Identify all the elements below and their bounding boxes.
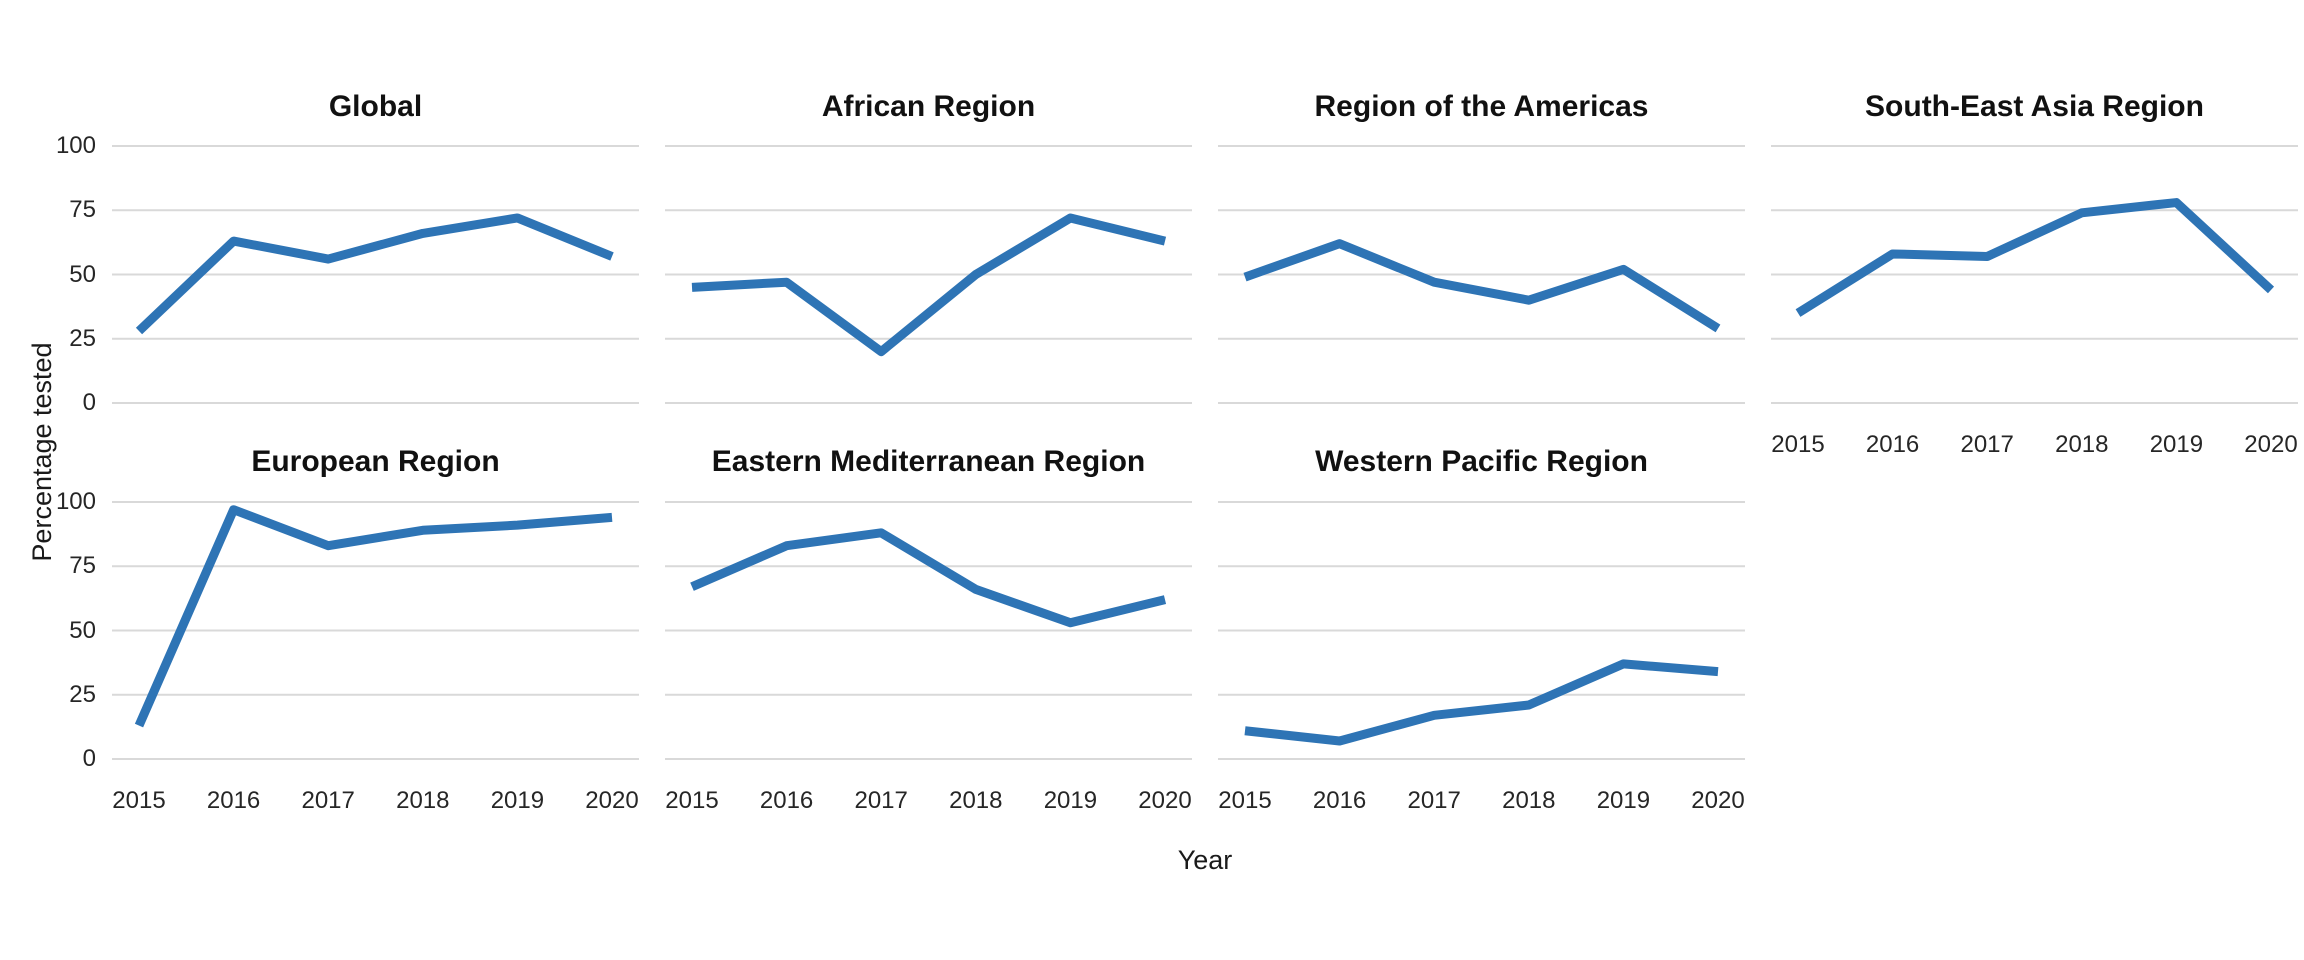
trend-line [135,213,614,335]
gridlines [112,501,639,760]
x-tick-label: 2016 [206,787,261,814]
x-tick-label: 2017 [1407,787,1461,814]
x-tick-label: 2019 [1596,787,1651,814]
x-tick-label: 2018 [949,787,1003,814]
y-tick-label: 50 [69,616,96,644]
x-tick-label: 2017 [854,787,908,814]
gridlines [112,145,639,404]
trend-line [1795,198,2275,317]
x-tick-label: 2019 [490,787,545,814]
gridlines [1218,145,1745,404]
facet-plot [112,145,639,404]
x-tick-label: 2015 [1218,787,1272,814]
trend-line [134,505,613,728]
x-tick-label: 2020 [2244,431,2298,458]
facet-title: Eastern Mediterranean Region [711,445,1146,478]
trend-line [691,213,1167,357]
facet-plot [1771,145,2298,404]
x-tick-label: 2017 [1960,431,2014,458]
x-tick-label: 2016 [1312,787,1367,814]
x-tick-label: 2020 [585,787,639,814]
x-tick-label: 2017 [301,787,355,814]
facet-title: Western Pacific Region [1315,445,1648,478]
facet-plot [1218,145,1745,404]
y-tick-label: 25 [69,680,96,708]
facet-title: Region of the Americas [1314,90,1649,123]
trend-line [1243,239,1721,333]
y-tick-label: 75 [69,552,96,580]
facet-title: European Region [251,445,500,478]
x-tick-label: 2020 [1691,787,1745,814]
facet-plot [1218,501,1745,760]
facet-plot [112,501,639,760]
facet-plot [665,501,1192,760]
x-tick-label: 2018 [2055,431,2109,458]
y-tick-label: 75 [69,196,96,224]
y-tick-label: 25 [69,324,96,352]
gridlines [665,145,1192,404]
x-tick-label: 2015 [665,787,719,814]
gridlines [1771,145,2298,404]
x-tick-label: 2019 [1043,787,1098,814]
facet-plot [665,145,1192,404]
x-tick-label: 2018 [1502,787,1556,814]
y-tick-label: 0 [82,745,96,772]
x-tick-label: 2015 [1771,431,1825,458]
facet-title: Global [328,90,423,123]
y-tick-label: 100 [55,488,96,515]
trend-line [690,528,1167,628]
y-tick-label: 50 [69,260,96,288]
facet-title: South-East Asia Region [1865,90,2204,123]
x-tick-label: 2019 [2149,431,2204,458]
x-tick-label: 2016 [1865,431,1920,458]
gridlines [665,501,1192,760]
gridlines [1218,501,1745,760]
trend-line [1244,659,1719,746]
facet-title: African Region [821,90,1036,123]
x-tick-label: 2015 [112,787,166,814]
x-axis-title: Year [1177,845,1233,875]
y-tick-label: 100 [55,132,96,159]
x-tick-label: 2018 [396,787,450,814]
x-tick-label: 2016 [759,787,814,814]
x-tick-label: 2020 [1138,787,1192,814]
y-tick-label: 0 [82,389,96,416]
